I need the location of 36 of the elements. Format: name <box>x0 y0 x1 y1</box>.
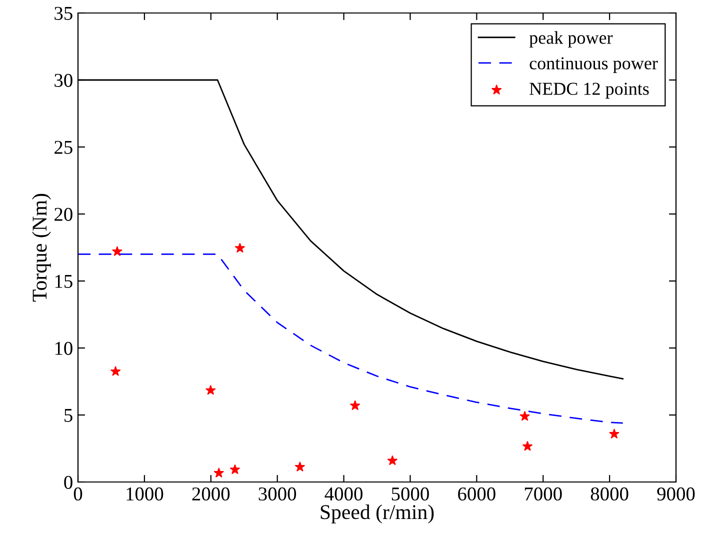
x-tick-label: 0 <box>74 487 82 501</box>
point <box>110 366 121 376</box>
x-tick-label: 7000 <box>524 487 562 501</box>
legend-label: peak power <box>529 31 613 48</box>
y-tick-label: 0 <box>64 476 72 489</box>
point <box>230 464 240 474</box>
x-tick-label: 1000 <box>126 487 164 501</box>
y-tick-label: 10 <box>55 342 72 355</box>
x-tick-label: 2000 <box>192 487 230 501</box>
legend-label: continuous power <box>530 57 658 74</box>
point <box>522 441 532 451</box>
point <box>206 385 216 395</box>
x-tick-label: 5000 <box>392 487 429 501</box>
x-tick-label: 6000 <box>458 487 496 501</box>
point <box>294 462 305 472</box>
y-tick-label: 15 <box>55 274 72 288</box>
y-tick-label: 5 <box>64 409 72 422</box>
x-tick-label: 8000 <box>590 487 628 501</box>
x-tick-label: 4000 <box>324 487 362 501</box>
x-tick-label: 9000 <box>657 487 695 501</box>
x-tick-label: 3000 <box>258 487 296 501</box>
y-tick-label: 20 <box>54 208 72 221</box>
point <box>350 400 360 410</box>
y-tick-label: 30 <box>54 74 72 87</box>
point <box>520 411 530 421</box>
legend-label: NEDC 12 points <box>530 82 649 99</box>
point <box>234 242 245 252</box>
point <box>387 455 398 466</box>
x-axis-title: Speed (r/min) <box>320 504 434 524</box>
point <box>609 428 620 438</box>
y-tick-label: 35 <box>54 6 72 20</box>
y-tick-label: 25 <box>54 140 72 154</box>
y-axis-title: Torque (Nm) <box>32 194 51 302</box>
point <box>112 246 122 256</box>
line-series <box>78 254 624 424</box>
point <box>214 468 224 478</box>
